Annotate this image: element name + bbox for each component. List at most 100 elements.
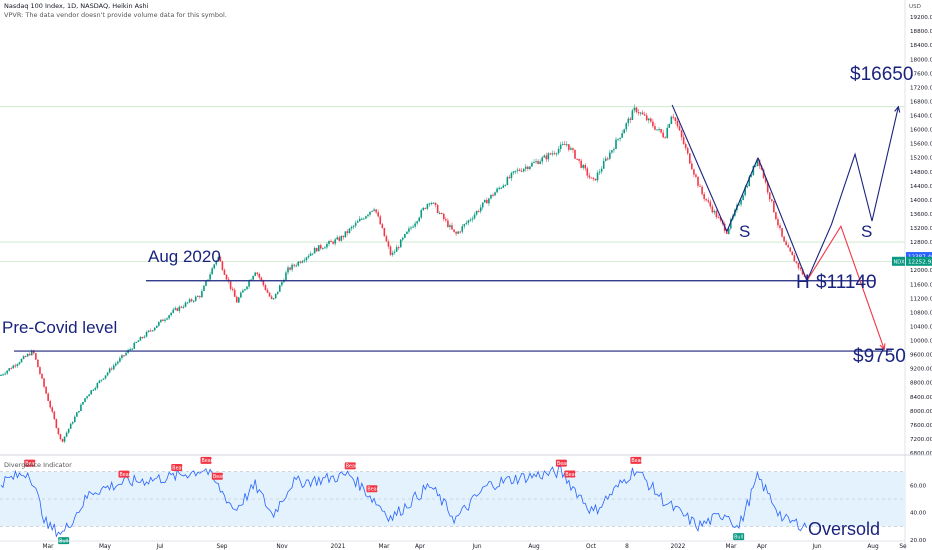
candle-body — [578, 158, 580, 161]
candle-body — [39, 367, 41, 374]
candle-body — [260, 277, 263, 281]
price-tick-label: 8000.00 — [910, 409, 932, 415]
candle-body — [102, 378, 105, 380]
candle-body — [518, 169, 521, 171]
projection-blue-arrow — [894, 105, 901, 113]
candle-body — [219, 257, 222, 262]
candle-body — [520, 170, 523, 172]
time-tick-label: Jun — [471, 544, 481, 550]
candle-body — [20, 358, 23, 363]
candle-body — [543, 155, 546, 158]
time-tick-label: Aug — [867, 544, 879, 550]
candle-body — [420, 210, 423, 218]
target-16650-label: $16650 — [850, 64, 913, 85]
candle-body — [443, 213, 445, 220]
candle-body — [41, 373, 43, 379]
candle-body — [445, 219, 447, 221]
candle-body — [402, 237, 404, 240]
candle-body — [738, 204, 740, 206]
candle-body — [682, 137, 685, 145]
candle-body — [320, 245, 322, 249]
candle-body — [553, 153, 556, 155]
candle-body — [609, 152, 611, 159]
candle-body — [719, 217, 722, 221]
candle-body — [459, 231, 461, 233]
candle-body — [43, 378, 45, 387]
candle-body — [658, 129, 660, 131]
candle-body — [92, 389, 95, 391]
candle-body — [668, 123, 671, 128]
candle-body — [643, 114, 646, 116]
price-tick-label: 18800.00 — [910, 29, 932, 35]
candle-body — [139, 336, 142, 341]
candle-body — [598, 171, 601, 173]
candle-body — [752, 165, 755, 175]
candle-body — [715, 210, 718, 218]
candle-body — [777, 219, 779, 226]
candles — [0, 104, 808, 444]
candle-body — [371, 210, 373, 212]
rsi-pane: 20.00 40.00 60.00 Bear Bear Bear Bear Bear Bear B… — [0, 454, 932, 544]
head-shoulders-line — [726, 157, 759, 232]
time-tick-label: Mar — [726, 544, 738, 550]
price-tick-label: 12800.00 — [910, 240, 932, 246]
price-tick-label: 14400.00 — [910, 184, 932, 190]
candle-body — [100, 379, 103, 381]
candle-body — [516, 169, 519, 171]
candle-body — [594, 178, 597, 181]
candle-body — [254, 272, 256, 276]
candle-body — [625, 123, 628, 130]
candle-body — [117, 361, 119, 364]
candle-body — [94, 387, 97, 390]
candle-body — [703, 194, 705, 199]
candle-body — [69, 423, 72, 429]
candle-body — [346, 231, 349, 233]
candle-body — [240, 292, 242, 298]
candle-body — [775, 212, 777, 220]
candle-body — [203, 285, 205, 292]
candle-body — [479, 207, 482, 212]
candle-body — [500, 187, 502, 189]
candle-body — [272, 298, 275, 300]
candle-body — [164, 319, 166, 321]
candle-body — [317, 245, 320, 252]
candle-body — [572, 148, 574, 150]
candle-body — [135, 342, 138, 344]
candle-body — [707, 200, 710, 202]
symbol-tag-label: NDX — [894, 259, 906, 265]
candle-body — [182, 306, 185, 308]
candle-body — [432, 202, 435, 204]
candle-body — [221, 261, 224, 270]
time-tick-label: Aug — [528, 544, 540, 550]
pre-covid-label: Pre-Covid level — [2, 318, 117, 337]
candle-body — [467, 220, 470, 223]
time-tick-label: Jul — [156, 544, 164, 550]
candle-body — [110, 368, 113, 370]
candle-body — [484, 199, 486, 203]
bear-marker — [564, 470, 576, 478]
candle-body — [131, 348, 133, 350]
bear-marker-label: Bear — [202, 458, 213, 464]
candle-body — [781, 228, 783, 237]
candle-body — [588, 175, 591, 178]
candle-body — [205, 281, 207, 286]
candle-body — [6, 370, 8, 374]
candle-body — [153, 327, 156, 331]
candle-body — [324, 247, 326, 249]
price-axis: 6800.00 7200.00 7600.00 8000.00 8400.00 8800.… — [904, 0, 932, 550]
candle-body — [28, 353, 31, 356]
candle-body — [276, 291, 279, 294]
candle-body — [279, 285, 281, 292]
candle-body — [125, 352, 127, 356]
price-tick-label: 13600.00 — [910, 212, 932, 218]
candle-body — [197, 296, 199, 298]
candle-body — [793, 255, 796, 262]
candle-body — [557, 148, 560, 154]
candle-body — [674, 117, 677, 122]
candle-body — [190, 299, 193, 302]
candle-body — [686, 148, 689, 154]
candle-body — [656, 129, 658, 131]
price-tick-label: 14800.00 — [910, 170, 932, 176]
candle-body — [194, 296, 197, 301]
